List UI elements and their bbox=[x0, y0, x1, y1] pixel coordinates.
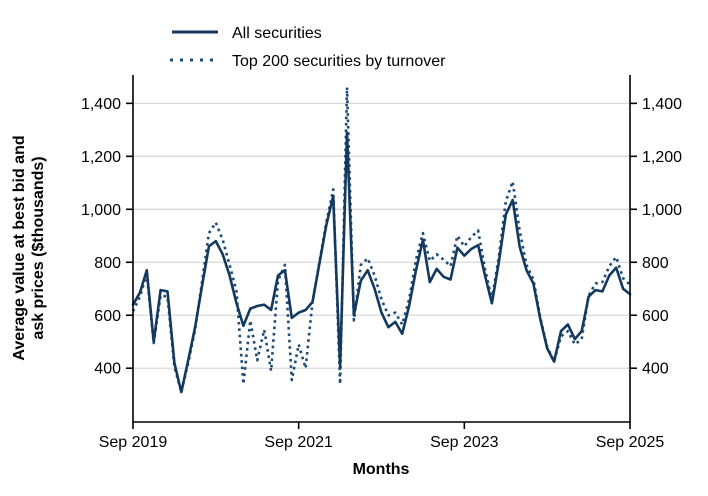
x-tick-label: Sep 2025 bbox=[596, 434, 665, 451]
series-lines bbox=[131, 86, 632, 394]
y-axis-title: Average value at best bid and ask prices… bbox=[11, 135, 47, 360]
legend: All securities Top 200 securities by tur… bbox=[170, 25, 446, 70]
y-tick-label-left: 400 bbox=[94, 361, 121, 378]
y-tick-label-left: 1,400 bbox=[81, 96, 121, 113]
y-tick-label-right: 800 bbox=[642, 255, 669, 272]
y-tick-label-left: 1,000 bbox=[81, 202, 121, 219]
y-tick-label-right: 600 bbox=[642, 308, 669, 325]
y-axis-tick-labels-right: 400 600 800 1,000 1,200 1,400 bbox=[642, 96, 682, 378]
x-axis-tick-labels: Sep 2019 Sep 2021 Sep 2023 Sep 2025 bbox=[99, 434, 665, 451]
y-tick-label-left: 800 bbox=[94, 255, 121, 272]
y-tick-label-right: 1,400 bbox=[642, 96, 682, 113]
legend-label-top200: Top 200 securities by turnover bbox=[232, 53, 446, 70]
y-tick-label-right: 400 bbox=[642, 361, 669, 378]
axes bbox=[126, 75, 637, 429]
series-top200-dotted-line bbox=[131, 86, 631, 394]
x-axis-title: Months bbox=[353, 461, 410, 478]
y-tick-label-left: 1,200 bbox=[81, 149, 121, 166]
series-all-securities-solid-line bbox=[131, 131, 632, 394]
gridlines bbox=[133, 102, 630, 369]
y-tick-label-left: 600 bbox=[94, 308, 121, 325]
y-axis-tick-labels-left: 400 600 800 1,000 1,200 1,400 bbox=[81, 96, 121, 378]
y-axis-title-line2: ask prices ($thousands) bbox=[30, 156, 47, 339]
x-tick-label: Sep 2019 bbox=[99, 434, 168, 451]
legend-label-all-securities: All securities bbox=[232, 25, 322, 42]
x-tick-label: Sep 2023 bbox=[430, 434, 499, 451]
y-axis-title-line1: Average value at best bid and bbox=[11, 135, 28, 360]
y-tick-label-right: 1,200 bbox=[642, 149, 682, 166]
x-tick-label: Sep 2021 bbox=[264, 434, 333, 451]
y-tick-label-right: 1,000 bbox=[642, 202, 682, 219]
